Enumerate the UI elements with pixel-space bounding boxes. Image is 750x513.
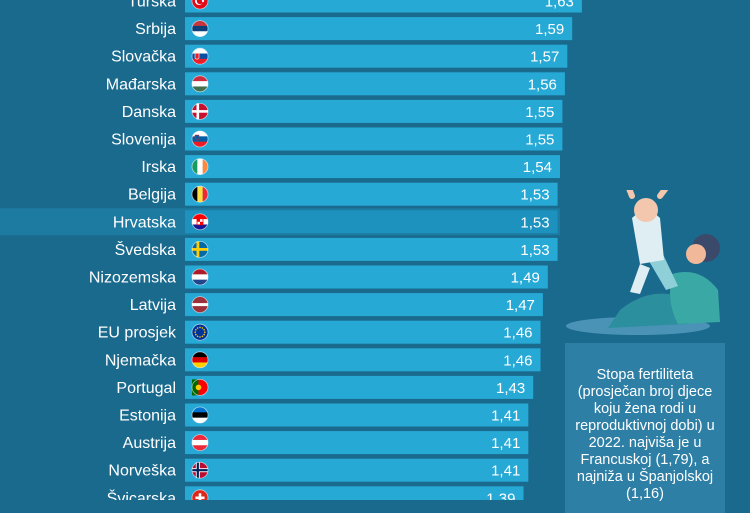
norway-flag-icon <box>191 461 209 479</box>
turkey-flag-icon <box>191 0 209 10</box>
bar-3 <box>185 72 565 96</box>
value-label: 1,46 <box>503 352 532 369</box>
netherlands-flag-icon <box>191 268 209 286</box>
category-label: Estonija <box>119 408 176 425</box>
bar-17 <box>185 458 529 482</box>
category-label: Portugal <box>116 380 176 397</box>
switzerland-flag-icon <box>191 489 209 500</box>
value-label: 1,47 <box>506 297 535 314</box>
category-label: EU prosjek <box>98 325 177 342</box>
category-label: Turska <box>128 0 176 11</box>
category-label: Srbija <box>135 21 176 38</box>
category-label: Mađarska <box>106 76 176 93</box>
value-label: 1,53 <box>520 214 549 231</box>
category-label: Belgija <box>128 187 176 204</box>
bar-13 <box>185 348 541 372</box>
bar-7 <box>185 182 558 206</box>
bar-12 <box>185 320 541 344</box>
slovenia-flag-icon <box>191 130 209 148</box>
value-label: 1,57 <box>530 49 559 66</box>
value-label: 1,49 <box>511 270 540 287</box>
sweden-flag-icon <box>191 240 209 258</box>
austria-flag-icon <box>191 434 209 452</box>
bar-14 <box>185 375 534 399</box>
category-label: Njemačka <box>105 352 176 369</box>
category-label: Slovačka <box>111 49 176 66</box>
value-label: 1,59 <box>535 21 564 38</box>
value-label: 1,56 <box>528 76 557 93</box>
bar-10 <box>185 265 548 289</box>
category-label: Švedska <box>115 240 176 259</box>
value-label: 1,43 <box>496 380 525 397</box>
latvia-flag-icon <box>191 296 209 314</box>
bar-11 <box>185 293 543 317</box>
bar-1 <box>185 17 573 41</box>
germany-flag-icon <box>191 351 209 369</box>
value-label: 1,53 <box>520 242 549 259</box>
value-label: 1,63 <box>545 0 574 11</box>
parent-lifting-child-illustration <box>566 190 720 335</box>
category-label: Irska <box>141 159 176 176</box>
bar-15 <box>185 403 529 427</box>
bar-8 <box>185 210 558 234</box>
value-label: 1,41 <box>491 408 520 425</box>
value-label: 1,55 <box>525 132 554 149</box>
croatia-flag-icon <box>191 213 209 231</box>
hungary-flag-icon <box>191 75 209 93</box>
category-label: Hrvatska <box>113 214 176 231</box>
bar-4 <box>185 99 563 123</box>
value-label: 1,39 <box>486 490 515 500</box>
slovakia-flag-icon <box>191 47 209 65</box>
bar-6 <box>185 155 560 179</box>
portugal-flag-icon <box>191 378 209 396</box>
value-label: 1,55 <box>525 104 554 121</box>
bar-0 <box>185 0 582 13</box>
ireland-flag-icon <box>191 158 209 176</box>
eu-flag-icon <box>191 323 209 341</box>
fertility-note-text: Stopa fertiliteta (prosječan broj djece … <box>575 367 715 502</box>
value-label: 1,41 <box>491 463 520 480</box>
bar-9 <box>185 237 558 261</box>
category-label: Švicarska <box>107 488 176 500</box>
bar-18 <box>185 486 524 500</box>
category-label: Austrija <box>123 435 176 452</box>
category-label: Latvija <box>130 297 176 314</box>
value-label: 1,53 <box>520 187 549 204</box>
serbia-flag-icon <box>191 20 209 38</box>
category-label: Nizozemska <box>89 270 176 287</box>
denmark-flag-icon <box>191 103 209 120</box>
bar-2 <box>185 44 568 68</box>
category-label: Danska <box>122 104 176 121</box>
bar-16 <box>185 431 529 455</box>
value-label: 1,54 <box>523 159 552 176</box>
fertility-bar-chart: Turska 1,63 Srbija 1,59 Slovačka 1,57 Mađarska… <box>0 0 582 500</box>
bar-5 <box>185 127 563 151</box>
category-label: Norveška <box>108 463 176 480</box>
fertility-note-box: Stopa fertiliteta (prosječan broj djece … <box>565 343 725 513</box>
belgium-flag-icon <box>191 185 209 203</box>
category-label: Slovenija <box>111 132 176 149</box>
value-label: 1,46 <box>503 325 532 342</box>
value-label: 1,41 <box>491 435 520 452</box>
estonia-flag-icon <box>191 406 209 424</box>
